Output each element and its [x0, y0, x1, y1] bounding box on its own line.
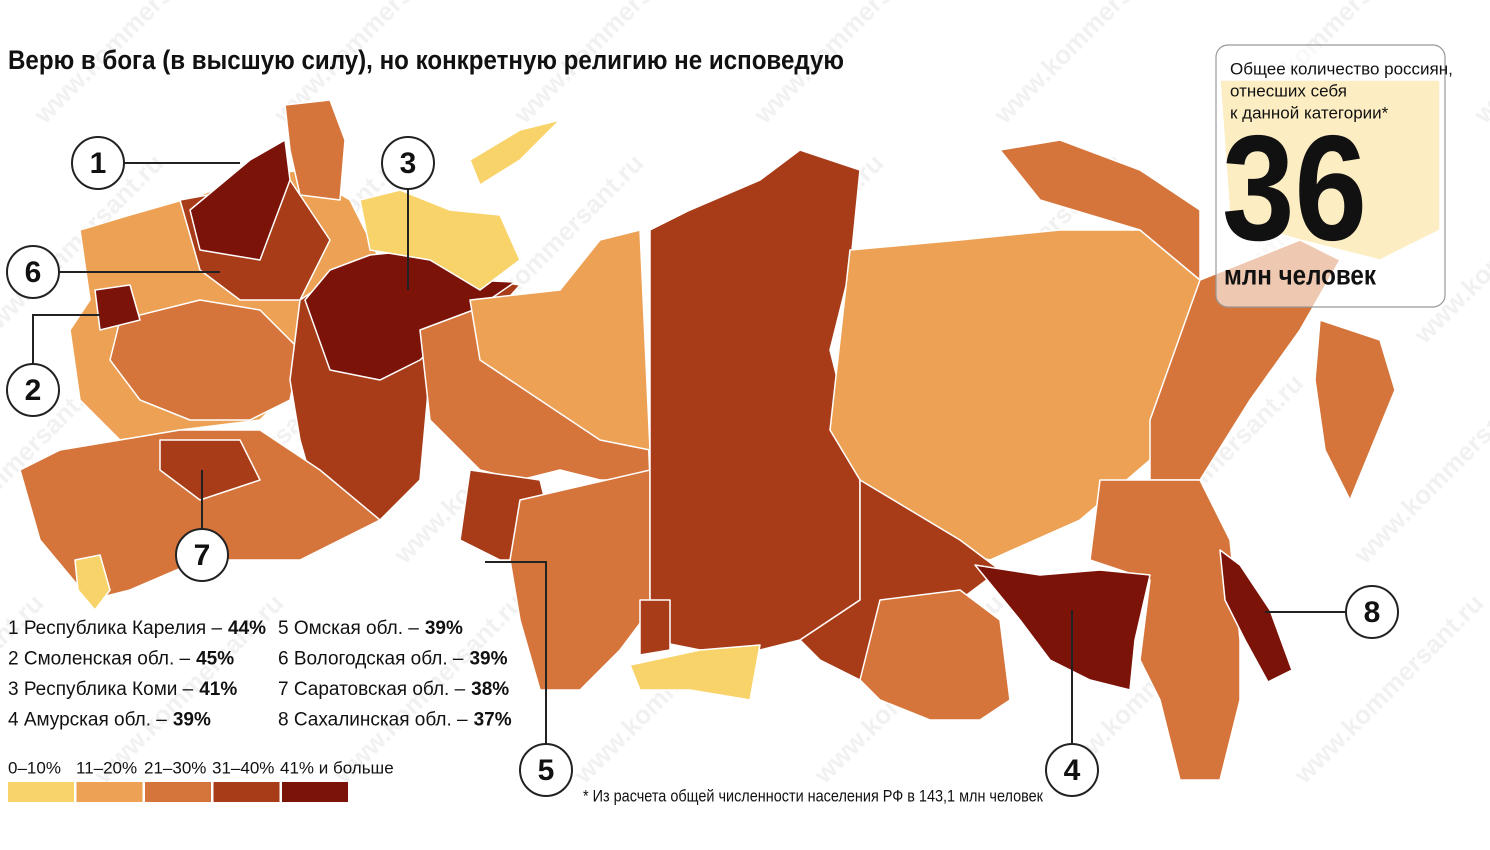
- region-value: 44%: [228, 618, 266, 639]
- legend-swatch: [8, 782, 74, 802]
- map-region: [639, 599, 671, 656]
- region-entry: 7 Саратовская обл. –38%: [278, 679, 509, 700]
- map-region: [189, 139, 291, 261]
- map-region: [109, 299, 301, 421]
- legend-swatch: [213, 782, 280, 802]
- callout-number: 5: [538, 754, 555, 787]
- legend-label: 41% и больше: [280, 758, 394, 777]
- region-label: 4 Амурская обл. –: [8, 710, 167, 731]
- callout-line: [32, 314, 100, 364]
- region-label: 8 Сахалинская обл. –: [278, 710, 468, 731]
- region-value: 41%: [199, 679, 237, 700]
- region-label: 5 Омская обл. –: [278, 618, 419, 639]
- footnote: * Из расчета общей численности населения…: [583, 786, 1043, 805]
- callout-circle: [381, 136, 435, 190]
- callout-circle: [1045, 743, 1099, 797]
- callout-circle: [71, 136, 125, 190]
- legend-swatch: [282, 782, 348, 802]
- region-value: 39%: [173, 710, 211, 731]
- region-value: 37%: [474, 710, 512, 731]
- map: [19, 79, 1441, 781]
- region-label: 1 Республика Карелия –: [8, 618, 222, 639]
- callout-circle: [519, 743, 573, 797]
- map-region: [649, 149, 861, 651]
- legend-label: 31–40%: [212, 758, 274, 777]
- region-label: 6 Вологодская обл. –: [278, 649, 464, 670]
- map-region: [999, 139, 1201, 281]
- watermark: www.kommersant.ru: [1467, 0, 1490, 130]
- region-entry: 8 Сахалинская обл. – 37%: [278, 710, 512, 731]
- region-value: 45%: [196, 649, 234, 670]
- callout-circle: [6, 245, 60, 299]
- callout-number: 6: [25, 256, 42, 289]
- region-entry: 4 Амурская обл. – 39%: [8, 710, 211, 731]
- info-box-unit: млн человек: [1224, 259, 1377, 290]
- region-value: 38%: [471, 679, 509, 700]
- map-region: [359, 189, 521, 291]
- map-region: [859, 589, 1011, 721]
- region-label: 2 Смоленская обл. –: [8, 649, 191, 670]
- callout-number: 2: [25, 374, 42, 407]
- callout-line: [485, 561, 547, 744]
- callout-number: 3: [400, 147, 417, 180]
- callout-number: 7: [194, 539, 211, 572]
- region-label: 7 Саратовская обл. –: [278, 679, 466, 700]
- legend-swatch: [145, 782, 211, 802]
- map-region: [974, 564, 1151, 691]
- region-entry: 3 Республика Коми –41%: [8, 679, 237, 700]
- map-region: [284, 99, 346, 201]
- callout-circle: [6, 363, 60, 417]
- map-region: [509, 469, 651, 691]
- map-region: [1314, 319, 1396, 501]
- info-box-text: отнесших себя: [1230, 81, 1347, 100]
- map-region: [304, 249, 516, 381]
- map-region: [469, 119, 561, 186]
- callout-number: 4: [1064, 754, 1081, 787]
- region-value: 39%: [425, 618, 463, 639]
- legend-label: 21–30%: [144, 758, 206, 777]
- legend-label: 0–10%: [8, 758, 61, 777]
- map-region: [629, 644, 761, 701]
- map-region: [74, 554, 111, 611]
- region-value: 39%: [469, 649, 507, 670]
- map-region: [1219, 549, 1293, 683]
- map-region: [159, 439, 261, 501]
- callout-number: 1: [90, 147, 107, 180]
- callout-circle: [1345, 585, 1399, 639]
- title: Верю в бога (в высшую силу), но конкретн…: [8, 45, 844, 75]
- region-entry: 6 Вологодская обл. –39%: [278, 649, 508, 670]
- region-entry: 1 Республика Карелия – 44%: [8, 618, 266, 639]
- info-box-text: к данной категории*: [1230, 103, 1389, 122]
- legend-swatch: [76, 782, 143, 802]
- callout-circle: [175, 528, 229, 582]
- info-box-number: 36: [1222, 104, 1367, 272]
- callout-lines: 1 2 3 4 5 6 7 8: [6, 136, 1399, 797]
- info-box: Общее количество россиян, отнесших себя к …: [1215, 44, 1453, 308]
- map-region: [94, 284, 141, 331]
- region-entry: 2 Смоленская обл. –45%: [8, 649, 234, 670]
- region-label: 3 Республика Коми –: [8, 679, 194, 700]
- region-entry: 5 Омская обл. – 39%: [278, 618, 463, 639]
- info-box-frame: [1215, 44, 1446, 308]
- info-box-text: Общее количество россиян,: [1230, 59, 1453, 78]
- watermark: www.kommersant.ru: [987, 0, 1189, 130]
- legend-label: 11–20%: [76, 758, 137, 777]
- callout-number: 8: [1364, 596, 1381, 629]
